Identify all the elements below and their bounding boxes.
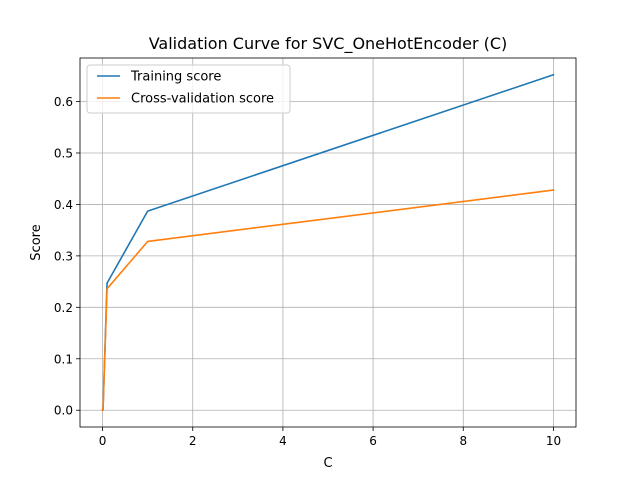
legend: Training score Cross-validation score: [86, 64, 291, 114]
y-tick-label: 0.6: [54, 95, 73, 109]
plot-area-frame: [79, 57, 577, 428]
x-tick-label: 10: [546, 434, 561, 448]
axis-ticks: 0 2 4 6 8 10 0.0 0.1 0.2 0.3 0.4 0.5 0.6: [54, 95, 561, 448]
chart-title: Validation Curve for SVC_OneHotEncoder (…: [149, 34, 508, 54]
x-axis-label: C: [323, 456, 332, 471]
legend-label-training-score: Training score: [130, 70, 221, 85]
x-tick-label: 4: [279, 434, 287, 448]
series-lines: [101, 73, 555, 412]
x-tick-label: 2: [189, 434, 197, 448]
legend-label-cross-validation-score: Cross-validation score: [131, 92, 274, 107]
x-tick-label: 0: [99, 434, 107, 448]
y-tick-label: 0.5: [54, 146, 73, 160]
series-line-cross-validation-score: [101, 189, 555, 412]
y-tick-label: 0.4: [54, 198, 73, 212]
x-tick-label: 8: [459, 434, 467, 448]
y-tick-label: 0.1: [54, 352, 73, 366]
x-tick-label: 6: [369, 434, 377, 448]
y-axis-label: Score: [29, 224, 44, 260]
grid-lines: [80, 58, 576, 427]
y-tick-label: 0.3: [54, 249, 73, 263]
legend-box: [86, 64, 291, 114]
y-tick-label: 0.2: [54, 301, 73, 315]
y-tick-label: 0.0: [54, 404, 73, 418]
